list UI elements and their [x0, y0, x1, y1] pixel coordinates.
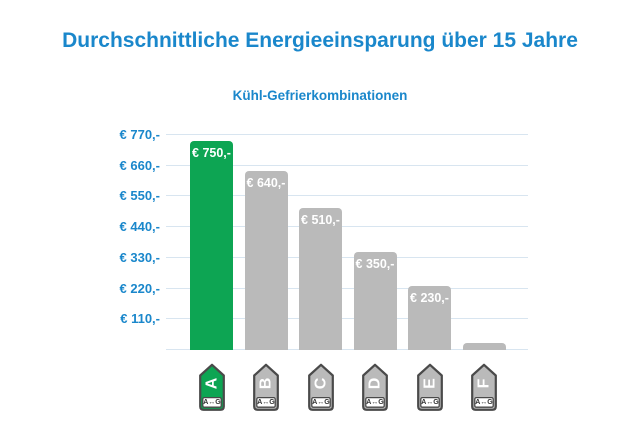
energy-class-F-icon: F A↔G [470, 363, 498, 412]
scale-range-box [474, 396, 494, 408]
scale-range-box [201, 396, 222, 408]
gridline [166, 349, 528, 350]
energy-class-letter: C [312, 377, 329, 389]
scale-range-box [310, 396, 331, 408]
energy-class-E-icon: E A↔G [416, 363, 444, 412]
scale-range-text: A↔G [475, 399, 493, 406]
energy-class-B-icon: B A↔G [252, 363, 280, 412]
bar-value-label: € 230,- [410, 290, 449, 305]
energy-class-D-icon: D A↔G [361, 363, 389, 412]
scale-range-box [256, 396, 276, 408]
bar-value-label: € 640,- [246, 176, 286, 191]
y-axis-tick-label: € 550,- [119, 188, 160, 204]
y-axis-tick-label: € 220,- [119, 280, 160, 296]
bar-value-label: € 750,- [192, 145, 231, 160]
energy-class-letter: A [203, 377, 220, 389]
bar-chart-plot-area: € 750,- € 640,- € 510,- € 350,- € 230,- [166, 134, 528, 350]
gridline [166, 195, 528, 197]
scale-range-text: A↔G [421, 399, 439, 406]
energy-class-A-icon: A A↔G [198, 363, 226, 412]
scale-range-text: A↔G [312, 399, 330, 406]
bar-value-label: € 510,- [301, 212, 340, 227]
chart-subtitle: Kühl-Gefrierkombinationen [232, 88, 408, 103]
scale-range-text: A↔G [366, 399, 384, 406]
bar-value-label: € 350,- [355, 257, 395, 272]
gridline [166, 256, 528, 258]
bar-B: € 640,- [244, 171, 288, 350]
gridline [166, 318, 528, 320]
y-axis-tick-label: € 110,- [120, 311, 160, 327]
energy-class-letter: F [476, 378, 493, 388]
bar-D: € 350,- [353, 252, 397, 350]
page-title: Durchschnittliche Energieeinsparung über… [62, 29, 578, 52]
bar-C: € 510,- [299, 207, 342, 350]
energy-class-letter: E [421, 378, 438, 389]
gridline [166, 134, 528, 135]
y-axis-tick-label: € 770,- [119, 127, 160, 142]
bar-A: € 750,- [190, 140, 233, 350]
y-axis-tick-label: € 440,- [119, 219, 160, 235]
energy-class-letter: D [367, 378, 384, 390]
energy-class-C-icon: C A↔G [307, 363, 335, 412]
bar-F [462, 343, 506, 350]
gridline [166, 226, 528, 228]
bar-E: € 230,- [408, 285, 451, 350]
y-axis-tick-label: € 660,- [119, 157, 160, 173]
scale-range-box [419, 396, 440, 408]
gridline [166, 287, 528, 289]
energy-class-letter: B [258, 378, 275, 390]
scale-range-box [365, 396, 385, 408]
scale-range-text: A↔G [257, 399, 275, 406]
scale-range-text: A↔G [203, 399, 221, 406]
y-axis-tick-label: € 330,- [119, 249, 160, 265]
x-axis-energy-class-icons: A A↔G B A↔G C A↔G D A↔G E A↔G F A↔G [166, 363, 528, 413]
gridline [166, 164, 528, 166]
